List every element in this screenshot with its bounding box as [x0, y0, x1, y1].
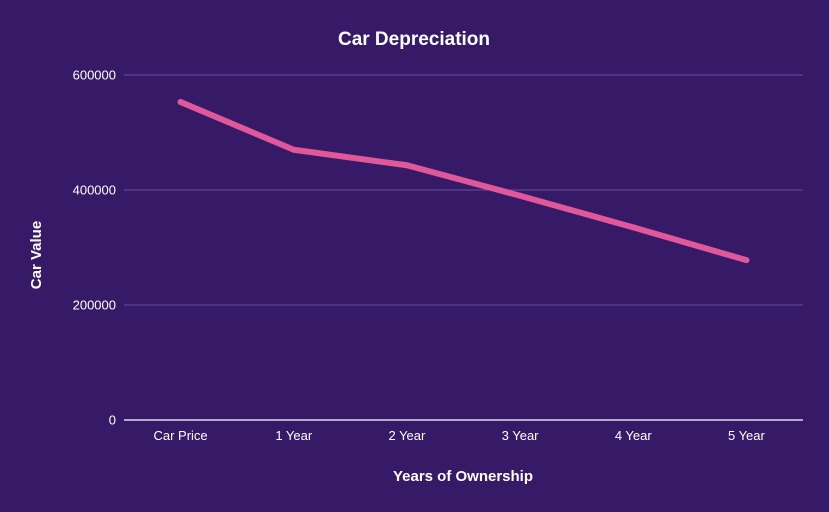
y-tick-label: 0: [109, 413, 116, 428]
series-line: [177, 99, 750, 264]
y-tick-labels: 0 200000 400000 600000: [73, 68, 116, 428]
chart-title: Car Depreciation: [338, 29, 490, 50]
data-point: [403, 162, 410, 169]
gridlines: [124, 74, 803, 421]
x-axis-title: Years of Ownership: [393, 468, 533, 485]
y-axis-title: Car Value: [28, 221, 45, 289]
data-point: [290, 146, 297, 153]
y-tick-label: 600000: [73, 68, 116, 83]
data-point: [177, 99, 184, 106]
x-tick-label: 2 Year: [388, 428, 426, 443]
series-layer: [177, 99, 750, 264]
x-tick-labels: Car Price 1 Year 2 Year 3 Year 4 Year 5 Year: [153, 428, 765, 443]
data-point: [517, 192, 524, 199]
y-tick-label: 400000: [73, 183, 116, 198]
x-tick-label: 1 Year: [275, 428, 313, 443]
x-tick-label: Car Price: [153, 428, 207, 443]
data-point: [630, 224, 637, 231]
data-point: [743, 257, 750, 264]
x-tick-label: 4 Year: [615, 428, 653, 443]
x-tick-label: 3 Year: [502, 428, 540, 443]
x-tick-label: 5 Year: [728, 428, 766, 443]
y-tick-label: 200000: [73, 298, 116, 313]
